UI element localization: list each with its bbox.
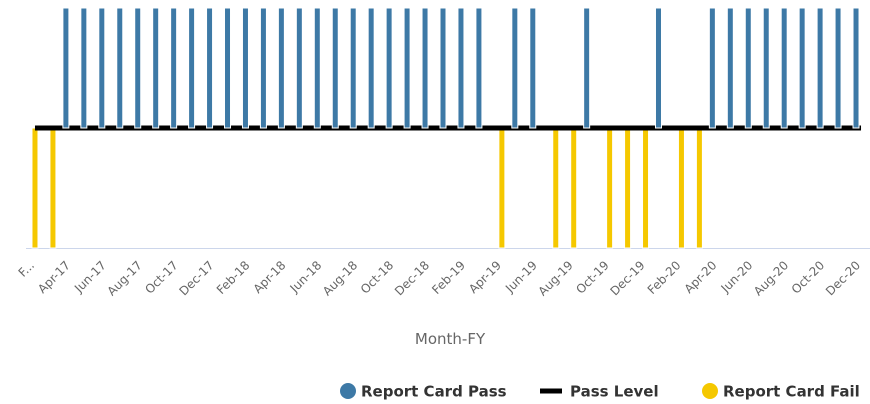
bar [583, 7, 591, 129]
bar [798, 7, 806, 129]
x-tick-label: Aug-19 [535, 258, 575, 298]
x-tick-label: Jun-19 [502, 258, 540, 296]
x-tick-label: Dec-18 [392, 258, 432, 298]
bar [277, 7, 285, 129]
x-tick-label: Oct-17 [142, 258, 180, 296]
bar [762, 7, 770, 129]
x-tick-label: Apr-19 [466, 258, 504, 296]
bar [98, 7, 106, 129]
bar [816, 7, 824, 129]
bar [475, 7, 483, 129]
bar [744, 7, 752, 129]
bar [313, 7, 321, 129]
bar [529, 7, 537, 129]
bar [49, 127, 57, 249]
bar [552, 127, 560, 249]
bar [188, 7, 196, 129]
x-tick-label: Feb-18 [214, 258, 253, 297]
x-tick-label: F... [16, 258, 38, 280]
bar [152, 7, 160, 129]
bar [511, 7, 519, 129]
x-tick-label: Apr-20 [682, 258, 720, 296]
bar [170, 7, 178, 129]
x-tick-label: Oct-19 [573, 258, 611, 296]
bar [403, 7, 411, 129]
x-tick-label: Oct-18 [358, 258, 396, 296]
bar [224, 7, 232, 129]
bar [241, 7, 249, 129]
x-axis-title: Month-FY [415, 330, 486, 348]
bar [677, 127, 685, 249]
bar [606, 127, 614, 249]
bar [457, 7, 465, 129]
bar [642, 127, 650, 249]
x-tick-label: Oct-20 [789, 258, 827, 296]
legend-text: Pass Level [570, 383, 659, 401]
bar [654, 7, 662, 129]
bar [331, 7, 339, 129]
x-tick-label: Dec-17 [176, 258, 216, 298]
x-tick-label: Dec-19 [607, 258, 647, 298]
bar [80, 7, 88, 129]
bar [624, 127, 632, 249]
bar [349, 7, 357, 129]
bar [116, 7, 124, 129]
x-tick-label: Aug-17 [105, 258, 145, 298]
bar [439, 7, 447, 129]
bar [421, 7, 429, 129]
bar [852, 7, 860, 129]
x-tick-label: Apr-17 [35, 258, 73, 296]
bar [780, 7, 788, 129]
bar [695, 127, 703, 249]
x-tick-label: Apr-18 [251, 258, 289, 296]
legend-symbol [340, 383, 356, 399]
x-tick-label: Aug-20 [751, 258, 791, 298]
x-tick-label: Dec-20 [823, 258, 863, 298]
bar [62, 7, 70, 129]
bar [206, 7, 214, 129]
x-tick-label: Feb-20 [645, 258, 684, 297]
bar [295, 7, 303, 129]
bar [570, 127, 578, 249]
bar [31, 127, 39, 249]
x-tick-label: Feb-19 [429, 258, 468, 297]
bar [385, 7, 393, 129]
bar [498, 127, 506, 249]
bar [259, 7, 267, 129]
bar [134, 7, 142, 129]
x-tick-label: Jun-18 [287, 258, 325, 296]
bar [708, 7, 716, 129]
x-tick-label: Jun-17 [71, 258, 109, 296]
x-tick-label: Jun-20 [718, 258, 756, 296]
legend-symbol [540, 388, 562, 394]
bar [726, 7, 734, 129]
legend-symbol [702, 383, 718, 399]
legend-text: Report Card Fail [723, 383, 860, 401]
x-tick-label: Aug-18 [320, 258, 360, 298]
legend-text: Report Card Pass [361, 383, 507, 401]
bar [367, 7, 375, 129]
bar [834, 7, 842, 129]
